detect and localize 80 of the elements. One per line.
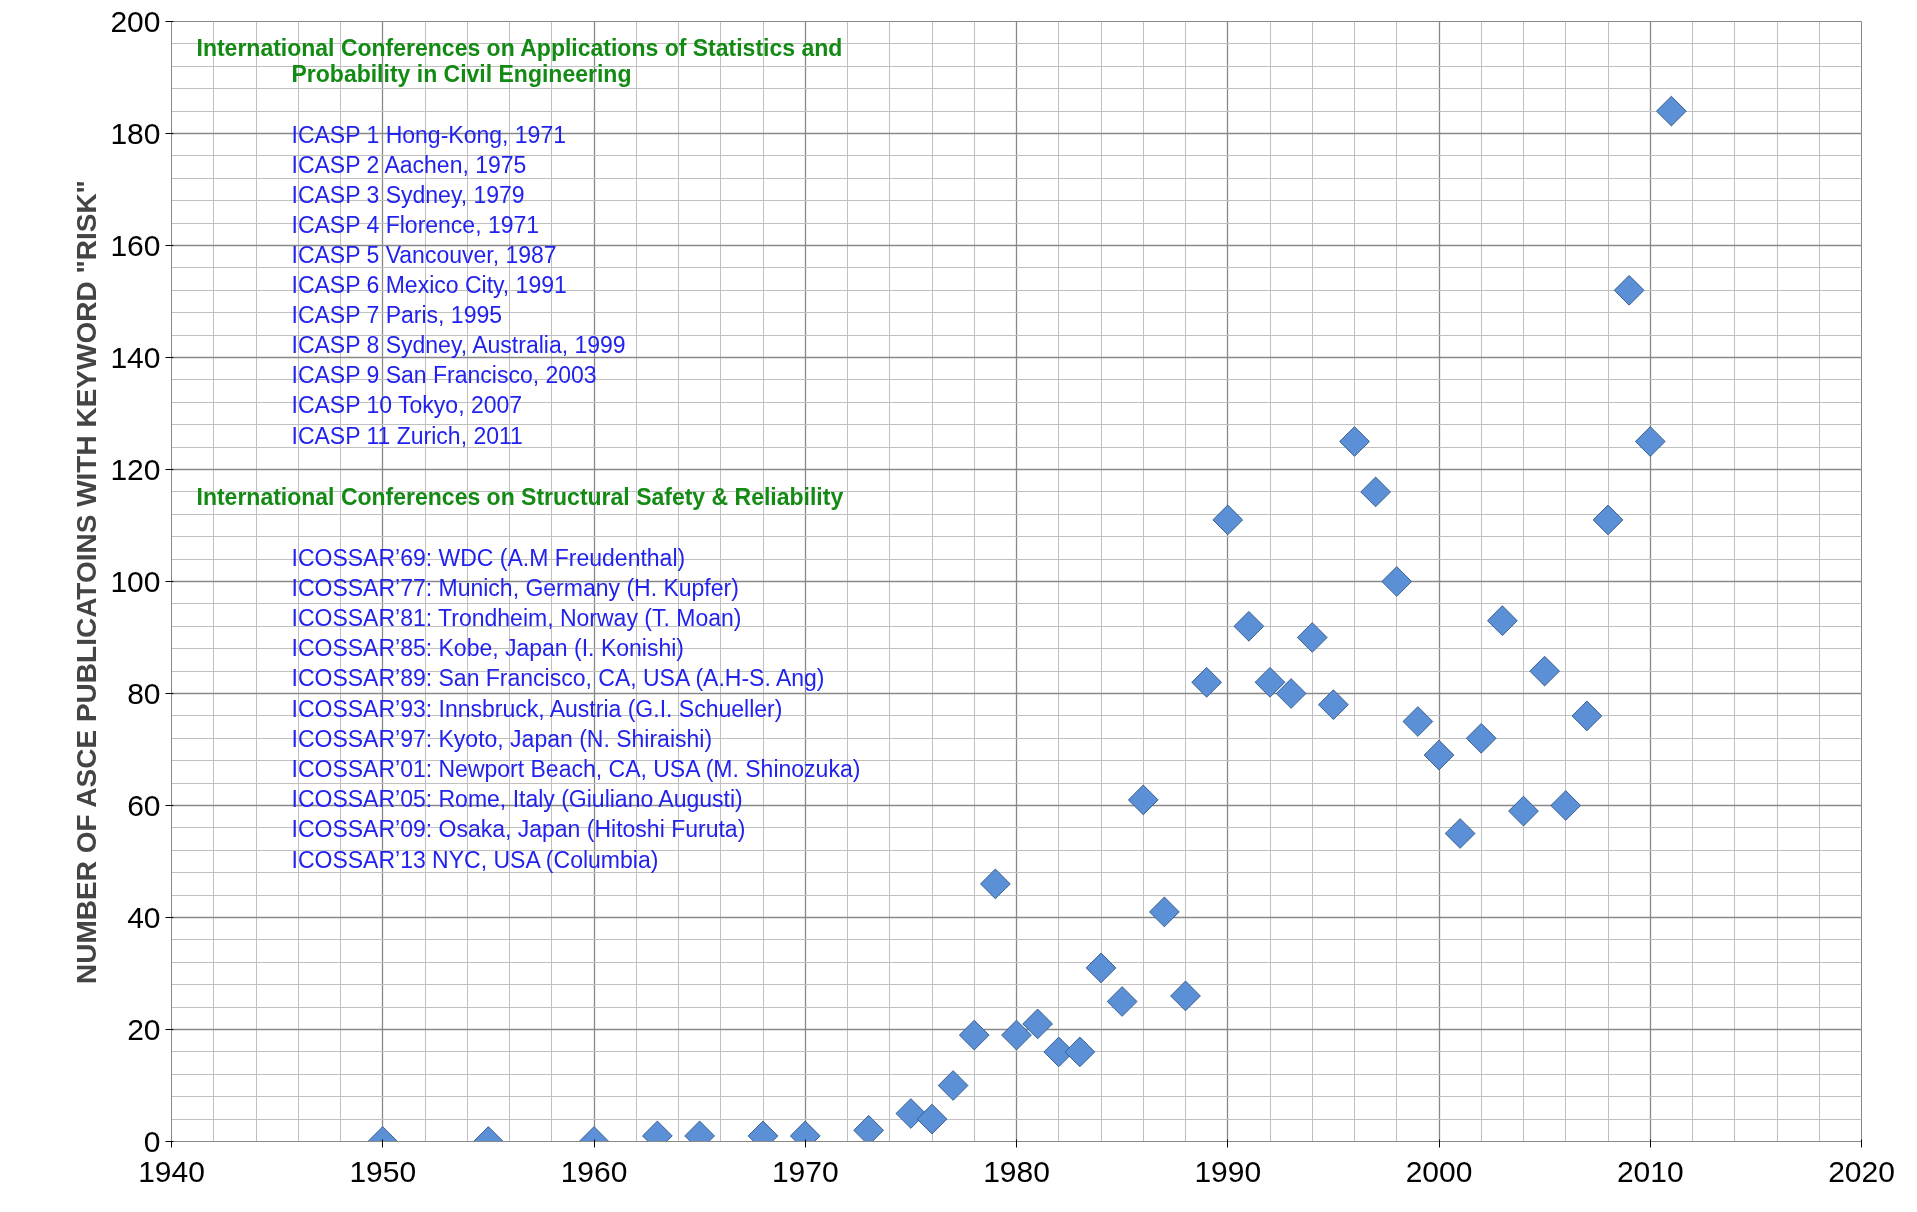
point [1170,980,1201,1012]
point [1254,666,1286,698]
annotation: ICASP 3 Sydney, 1979 [291,181,525,208]
annotation: ICASP 11 Zurich, 2011 [291,422,523,449]
annotation: ICASP 1 Hong-Kong, 1971 [291,121,566,148]
annotation: ICOSSAR’93: Innsbruck, Austria (G.I. Schueller) [291,695,783,722]
annotation: ICASP 6 Mexico City, 1991 [291,272,567,298]
annotation: International Conferences on Applications of Statistics and [196,34,843,61]
x-tick-label: 1970 [771,1154,839,1188]
annotation: ICASP 9 San Francisco, 2003 [291,362,597,389]
annotation: ICASP 2 Aachen, 1975 [291,151,527,178]
point [937,1070,969,1101]
x-tick-label: 2000 [1405,1154,1473,1188]
point [1656,95,1687,127]
annotation: ICASP 5 Vancouver, 1987 [291,241,557,268]
annotation: ICOSSAR’05: Rome, Italy (Giuliano Augusti) [291,786,743,813]
point [1233,610,1265,642]
y-tick-label: 140 [110,340,161,374]
annotation: ICOSSAR’77: Munich, Germany (H. Kupfer) [291,574,739,601]
point [958,1019,990,1051]
annotation: ICOSSAR’09: Osaka, Japan (Hitoshi Furuta) [291,816,746,843]
point [1191,666,1222,698]
point [1339,426,1370,457]
point [1127,784,1159,816]
point [1487,605,1518,637]
point [916,1103,948,1135]
point [1360,476,1391,508]
point [1613,274,1645,306]
annotation: ICASP 7 Paris, 1995 [291,302,503,329]
annotation: ICOSSAR’85: Kobe, Japan (I. Konishi) [291,635,684,662]
annotation: ICASP 8 Sydney, Australia, 1999 [291,332,626,359]
x-tick-label: 1950 [349,1154,417,1188]
annotation: ICOSSAR’97: Kyoto, Japan (N. Shiraishi) [291,725,713,752]
point [1381,566,1413,597]
point [1465,722,1497,754]
y-tick-label: 180 [110,116,161,150]
x-tick-label: 1980 [983,1154,1050,1188]
annotation: ICOSSAR’69: WDC (A.M Freudenthal) [291,544,686,571]
y-tick-label: 40 [127,900,161,934]
point [1571,700,1603,732]
y-axis-title: NUMBER OF ASCE PUBLICATOINS WITH KEYWORD "RISK" [71,180,103,984]
point [1085,952,1117,984]
y-tick-label: 160 [110,228,161,262]
point [980,868,1011,900]
annotation: ICASP 4 Florence, 1971 [291,211,540,238]
y-tick-label: 60 [127,788,161,822]
point [1212,504,1244,536]
x-tick-label: 1990 [1194,1154,1262,1188]
point [1318,689,1349,721]
point [1444,818,1476,849]
x-tick-label: 2020 [1828,1154,1895,1188]
point [1592,504,1624,536]
point [895,1098,927,1129]
annotation: Probability in Civil Engineering [291,60,632,87]
point [1064,1036,1096,1068]
point [1550,790,1582,821]
x-tick-label: 1960 [560,1154,628,1188]
point [1296,622,1328,653]
y-tick-label: 20 [127,1012,161,1046]
y-tick-label: 120 [110,452,161,486]
point [1001,1019,1032,1051]
annotation: International Conferences on Structural Safety & Reliability [196,483,844,510]
annotation: ICOSSAR’01: Newport Beach, CA, USA (M. Shinozuka) [291,755,861,782]
y-tick-label: 100 [110,564,161,598]
annotation: ICOSSAR’89: San Francisco, CA, USA (A.H-S. Ang) [291,665,825,692]
point [1275,678,1307,709]
point [1634,426,1666,457]
point [1149,896,1180,928]
point [1508,795,1539,827]
y-tick-label: 200 [110,4,161,38]
point [1106,986,1138,1017]
point [1402,706,1434,737]
x-tick-label: 2010 [1616,1154,1684,1188]
annotation: ICOSSAR’13 NYC, USA (Columbia) [291,846,659,873]
point [1529,655,1560,687]
annotation: ICASP 10 Tokyo, 2007 [291,392,523,419]
annotation: ICOSSAR’81: Trondheim, Norway (T. Moan) [291,604,742,631]
point [1423,739,1455,771]
y-tick-label: 80 [127,676,161,710]
point [1022,1008,1053,1040]
